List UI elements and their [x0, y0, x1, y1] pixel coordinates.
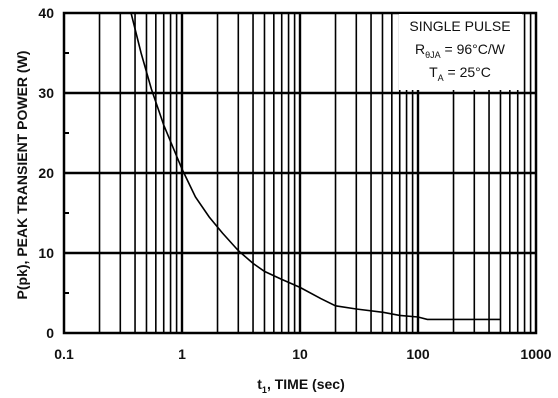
y-tick-label: 20: [38, 165, 54, 181]
x-tick-label: 100: [406, 346, 430, 362]
y-tick-label: 10: [38, 245, 54, 261]
x-tick-labels: 0.1 1 10 100 1000: [54, 346, 552, 362]
legend-line-3: TA = 25°C: [429, 64, 491, 83]
y-axis-title: P(pk), PEAK TRANSIENT POWER (W): [14, 51, 30, 300]
x-tick-label: 1: [178, 346, 186, 362]
y-tick-label: 0: [46, 325, 54, 341]
legend-line-1: SINGLE PULSE: [409, 18, 510, 34]
plot-frame: [62, 11, 538, 335]
y-tick-labels: 0 10 20 30 40: [38, 5, 54, 341]
x-tick-label: 0.1: [54, 346, 74, 362]
x-tick-label: 1000: [520, 346, 551, 362]
x-tick-label: 10: [292, 346, 308, 362]
legend-box: [399, 14, 522, 90]
y-tick-label: 40: [38, 5, 54, 21]
x-axis-title: t1, TIME (sec): [257, 376, 344, 395]
grid-lines: [64, 13, 536, 333]
series-line: [130, 12, 501, 321]
y-tick-label: 30: [38, 85, 54, 101]
legend: SINGLE PULSE RθJA = 96°C/W TA = 25°C: [399, 14, 522, 90]
legend-line-2: RθJA = 96°C/W: [415, 41, 506, 60]
